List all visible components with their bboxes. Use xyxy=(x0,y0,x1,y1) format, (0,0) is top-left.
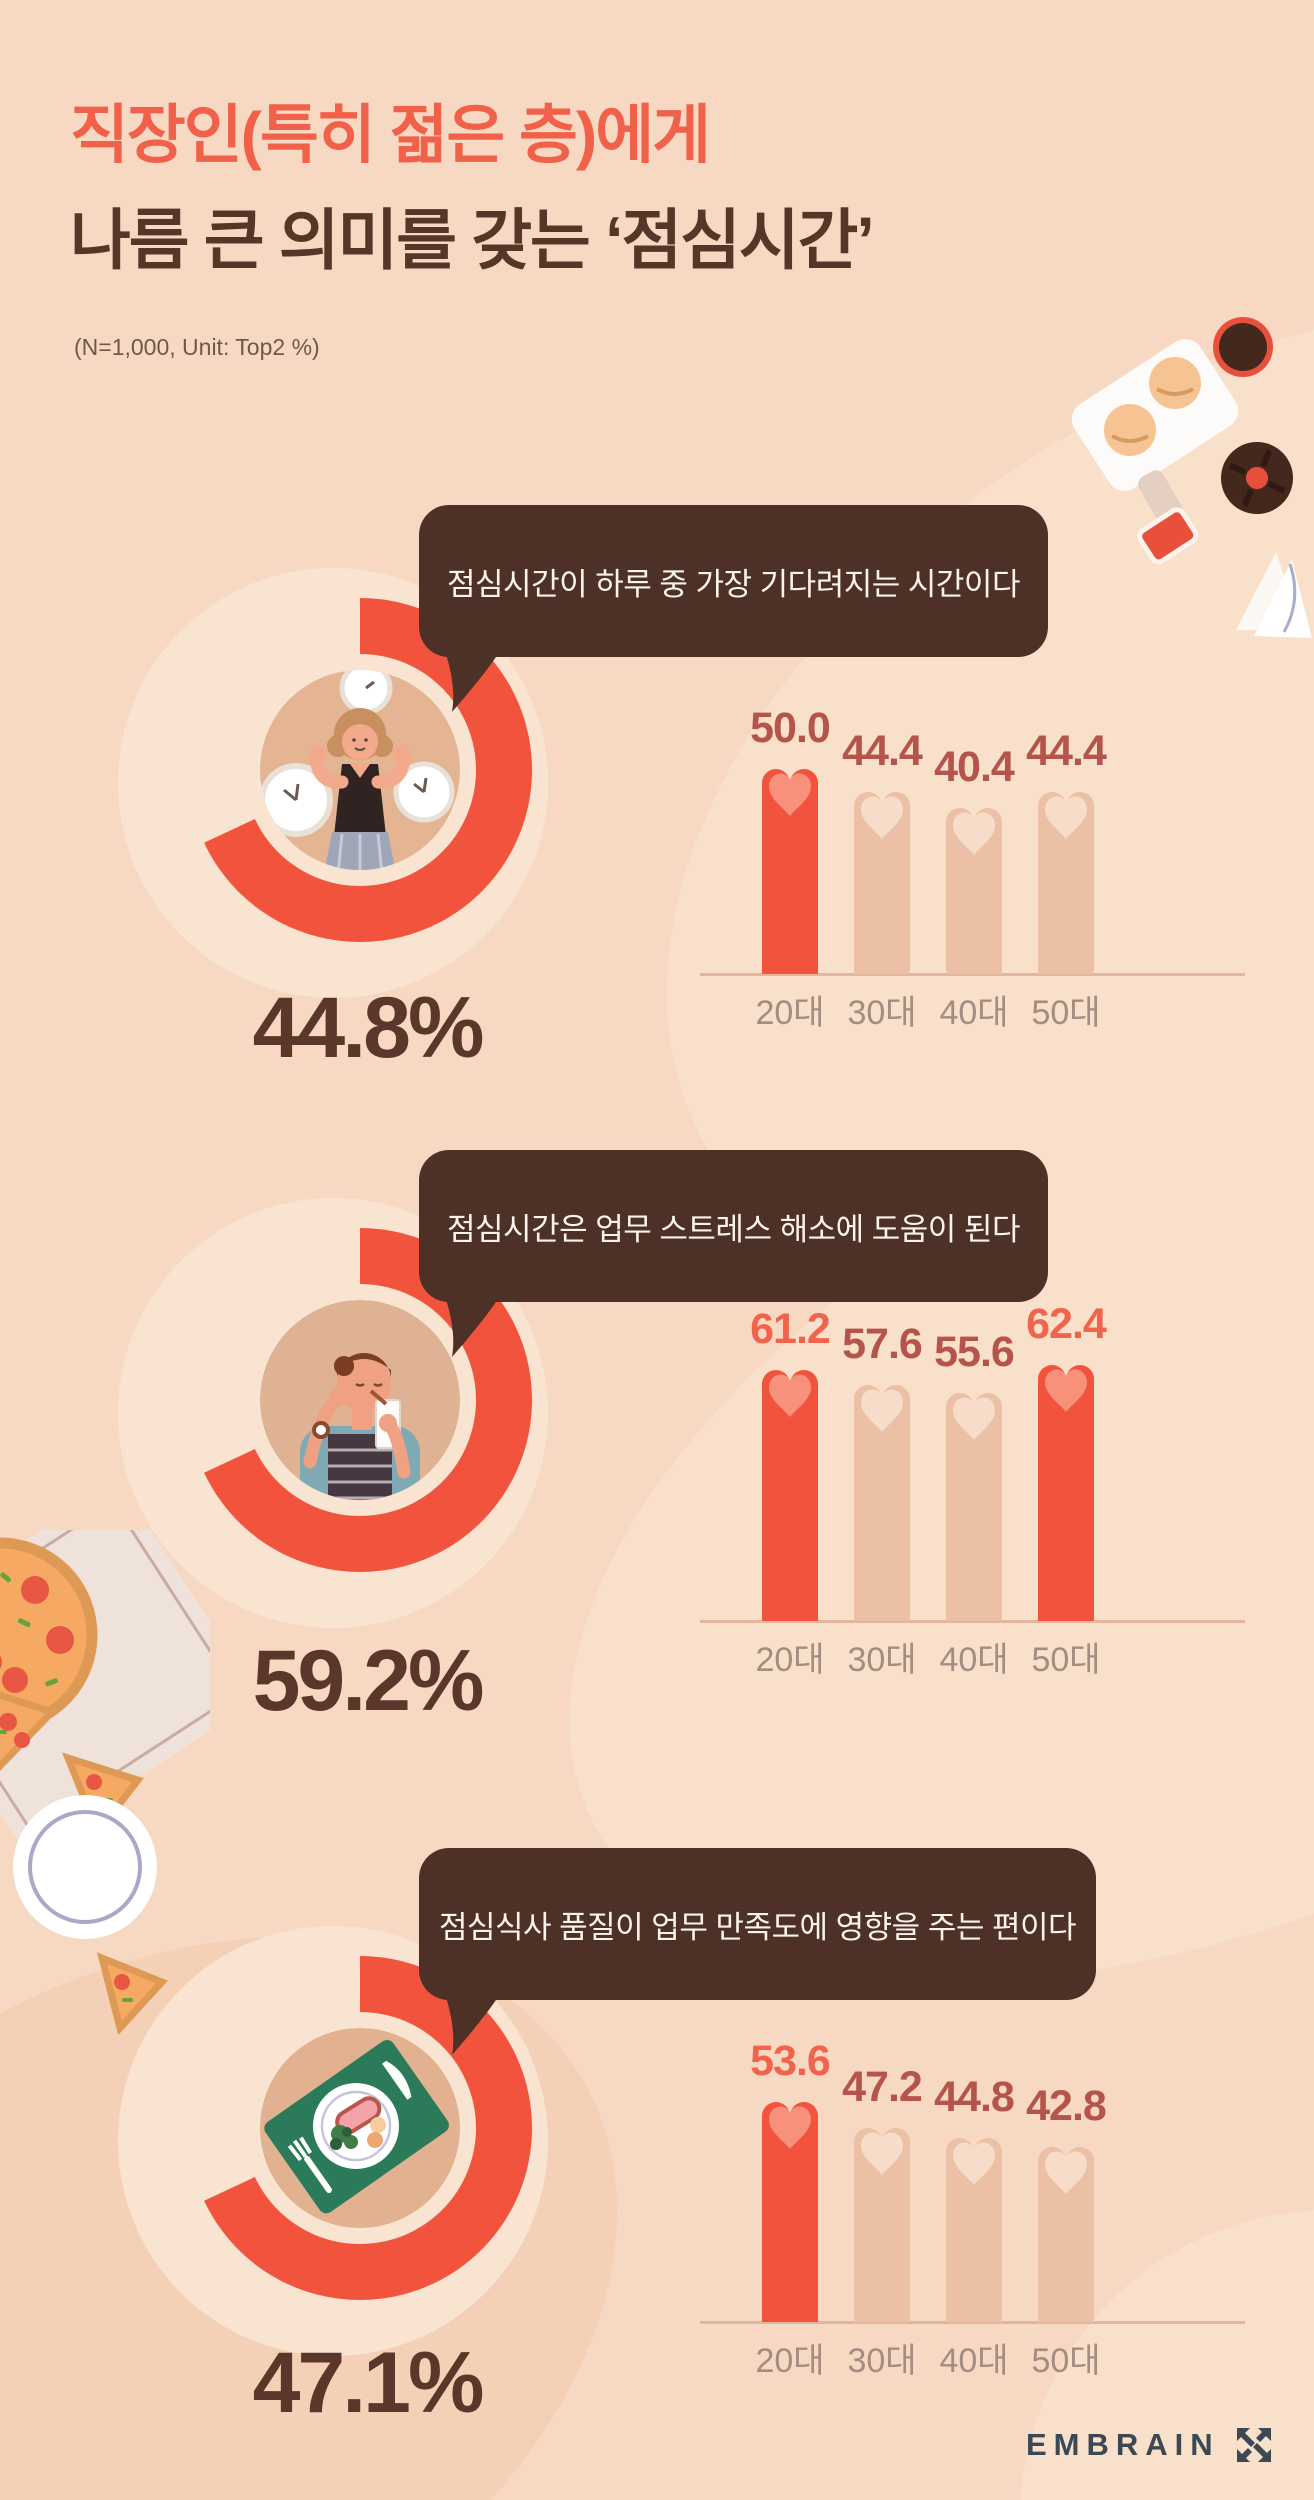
bar-value-label: 44.4 xyxy=(1026,727,1107,775)
bar-category-label: 50대 xyxy=(1031,2342,1101,2380)
donut-arc xyxy=(204,598,533,942)
bread-plate-illustration xyxy=(1071,339,1239,491)
heart-bar xyxy=(1038,2147,1094,2322)
coffee-cup-icon xyxy=(1213,317,1273,377)
donut-chart xyxy=(204,1228,533,1572)
illustration-woman-with-clocks xyxy=(260,670,460,870)
bar-value-label: 55.6 xyxy=(934,1328,1015,1376)
illustration-man-drinking xyxy=(260,1300,460,1500)
bar-value-label: 50.0 xyxy=(750,704,831,752)
speech-bubble-text: 점심식사 품질이 업무 만족도에 영향을 주는 편이다 xyxy=(438,1909,1077,1945)
x-axis-line xyxy=(700,1620,1245,1623)
embrain-wordmark: EMBRAIN xyxy=(1026,2427,1220,2462)
bar-category-label: 20대 xyxy=(755,1641,825,1679)
empty-plate-icon xyxy=(13,1795,157,1939)
bar-category-label: 50대 xyxy=(1031,1641,1101,1679)
pizza-illustration xyxy=(0,1537,98,1733)
bar-category-label: 40대 xyxy=(939,2342,1009,2380)
heart-bar xyxy=(854,792,910,974)
donut-chart xyxy=(204,598,533,942)
bar-category-label: 30대 xyxy=(847,1641,917,1679)
embrain-logo: EMBRAIN xyxy=(1026,2424,1275,2466)
bar-category-label: 30대 xyxy=(847,2342,917,2380)
bar-category-label: 30대 xyxy=(847,994,917,1032)
heart-bar xyxy=(946,808,1002,974)
speech-bubble-tail xyxy=(444,1293,502,1357)
bar-value-label: 42.8 xyxy=(1026,2082,1107,2130)
heart-bar xyxy=(762,2102,818,2322)
speech-bubble: 점심식사 품질이 업무 만족도에 영향을 주는 편이다 xyxy=(419,1848,1096,2000)
chocolate-cookie-icon xyxy=(1221,442,1293,514)
sample-note: (N=1,000, Unit: Top2 %) xyxy=(74,334,320,360)
overall-percent: 47.1% xyxy=(252,2335,485,2431)
heart-bar xyxy=(946,1393,1002,1621)
heart-bar xyxy=(1038,1365,1094,1621)
donut-chart xyxy=(204,1956,533,2300)
bar-value-label: 53.6 xyxy=(750,2037,831,2085)
x-axis-line xyxy=(700,2321,1245,2324)
speech-bubble-tail xyxy=(444,1991,502,2055)
heart-bar xyxy=(762,769,818,974)
bar-value-label: 47.2 xyxy=(842,2063,923,2111)
bar-value-label: 40.4 xyxy=(934,743,1015,791)
heart-bar xyxy=(854,2128,910,2322)
x-axis-line xyxy=(700,973,1245,976)
embrain-arrows-icon xyxy=(1236,2428,1271,2462)
heart-bar xyxy=(1038,792,1094,974)
heart-bar xyxy=(854,1385,910,1621)
overall-percent: 59.2% xyxy=(252,1633,485,1729)
pizza-slice-icon xyxy=(96,1952,168,2036)
pizza-slice-icon xyxy=(0,1691,59,1771)
bar-category-label: 40대 xyxy=(939,994,1009,1032)
bar-value-label: 44.8 xyxy=(934,2073,1015,2121)
bar-value-label: 44.4 xyxy=(842,727,923,775)
illustration-lunch-plate xyxy=(260,2028,460,2228)
napkins-icon xyxy=(1236,552,1312,638)
heart-bar xyxy=(762,1370,818,1621)
bar-category-label: 20대 xyxy=(755,994,825,1032)
bar-category-label: 50대 xyxy=(1031,994,1101,1032)
speech-bubble-text: 점심시간이 하루 중 가장 기다려지는 시간이다 xyxy=(447,566,1020,602)
bar-value-label: 61.2 xyxy=(750,1305,831,1353)
speech-bubble: 점심시간이 하루 중 가장 기다려지는 시간이다 xyxy=(419,505,1048,657)
donut-arc xyxy=(204,1956,533,2300)
bar-value-label: 62.4 xyxy=(1026,1300,1107,1348)
overall-percent: 44.8% xyxy=(252,980,485,1076)
pizza-decorations-left xyxy=(0,1530,210,2036)
bar-value-label: 57.6 xyxy=(842,1320,923,1368)
speech-bubble: 점심시간은 업무 스트레스 해소에 도움이 된다 xyxy=(419,1150,1048,1302)
speech-bubble-tail xyxy=(444,648,502,712)
bar-category-label: 40대 xyxy=(939,1641,1009,1679)
page-title-line1: 직장인(특히 젊은 층)에게 xyxy=(70,99,711,171)
page-title-line2: 나름 큰 의미를 갖는 ‘점심시간’ xyxy=(70,203,875,277)
red-card-icon xyxy=(1137,507,1199,565)
heart-bar xyxy=(946,2138,1002,2322)
speech-bubble-text: 점심시간은 업무 스트레스 해소에 도움이 된다 xyxy=(447,1211,1020,1247)
food-decorations-top-right xyxy=(1071,317,1312,638)
bar-category-label: 20대 xyxy=(755,2342,825,2380)
